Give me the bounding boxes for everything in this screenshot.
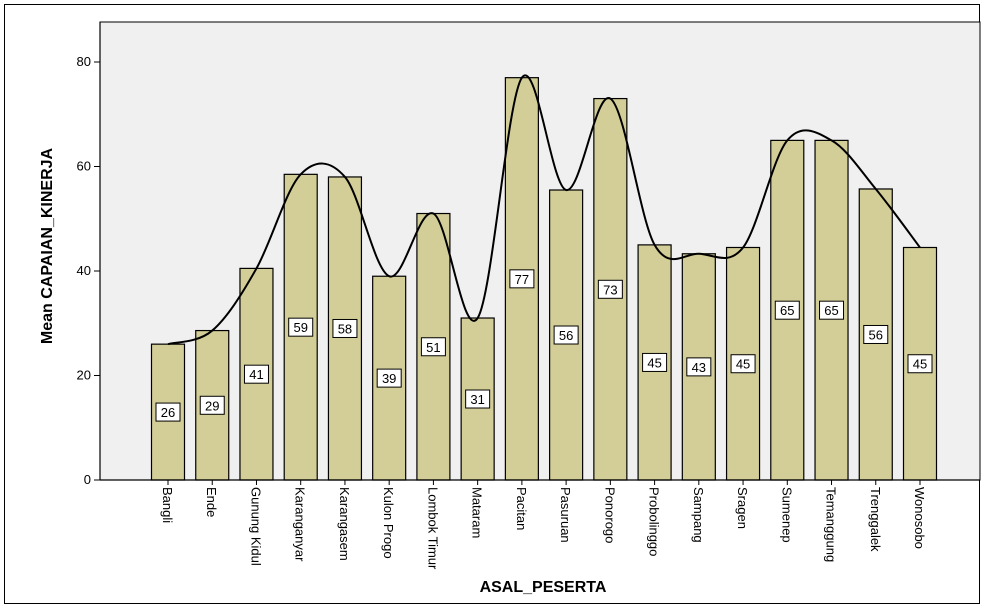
x-axis: Bangli Ende Gunung Kidul Karanganyar Karanga… — [100, 479, 980, 570]
data-label-box-trenggalek — [863, 324, 889, 344]
data-label-temanggung: 65 — [824, 303, 838, 318]
data-label-pasuruan: 56 — [559, 328, 573, 343]
data-label-probolinggo: 45 — [647, 355, 661, 370]
x-tick-label-sampang: Sampang — [691, 487, 706, 543]
x-tick-label-pasuruan: Pasuruan — [558, 487, 573, 543]
data-label-box-bangli — [155, 402, 181, 422]
x-tick-label-bangli: Bangli — [160, 487, 175, 523]
x-axis-title: ASAL_PESERTA — [480, 579, 607, 596]
y-tick-label-20: 20 — [77, 368, 91, 383]
data-label-box-sragen — [730, 354, 756, 374]
data-label-box-karanganyar — [288, 317, 314, 337]
smoothed-trend-line — [167, 74, 921, 346]
x-tick-label-probolinggo: Probolinggo — [647, 487, 662, 556]
data-label-sumenep: 65 — [780, 303, 794, 318]
x-tick-label-sumenep: Sumenep — [779, 487, 794, 543]
data-label-sampang: 43 — [692, 360, 706, 375]
x-tick-label-sragen: Sragen — [735, 487, 750, 529]
data-label-kulon-progo: 39 — [382, 371, 396, 386]
x-tick-label-ponorogo: Ponorogo — [602, 487, 617, 543]
data-label-box-kulon-progo — [376, 368, 402, 388]
x-tick-label-wonosobo: Wonosobo — [912, 487, 927, 549]
data-label-box-ponorogo — [597, 279, 623, 299]
data-labels-group: 26 29 41 59 58 39 51 31 77 56 73 45 43 45 65 65 56 45 — [155, 269, 933, 422]
x-tick-label-lombok-timur: Lombok Timur — [425, 487, 440, 570]
data-label-box-temanggung — [819, 300, 845, 320]
y-tick-label-60: 60 — [77, 159, 91, 174]
data-label-ende: 29 — [205, 398, 219, 413]
data-label-box-lombok-timur — [420, 337, 446, 357]
x-tick-label-karanganyar: Karanganyar — [293, 487, 308, 562]
data-label-box-gunung-kidul — [243, 364, 269, 384]
data-label-pacitan: 77 — [515, 272, 529, 287]
data-label-ponorogo: 73 — [603, 282, 617, 297]
data-label-box-pacitan — [509, 269, 535, 289]
x-tick-label-mataram: Mataram — [470, 487, 485, 538]
data-label-trenggalek: 56 — [869, 327, 883, 342]
x-tick-label-gunung-kidul: Gunung Kidul — [248, 487, 263, 566]
data-label-karangasem: 58 — [338, 321, 352, 336]
data-label-box-karangasem — [332, 318, 358, 338]
data-label-gunung-kidul: 41 — [249, 367, 263, 382]
data-label-box-pasuruan — [553, 325, 579, 345]
data-label-lombok-timur: 51 — [426, 340, 440, 355]
x-tick-label-karangasem: Karangasem — [337, 487, 352, 561]
data-label-wonosobo: 45 — [913, 357, 927, 372]
data-label-box-mataram — [465, 389, 491, 409]
data-label-box-sumenep — [774, 300, 800, 320]
data-label-box-ende — [199, 395, 225, 415]
x-tick-label-kulon-progo: Kulon Progo — [381, 487, 396, 559]
data-label-bangli: 26 — [161, 405, 175, 420]
y-axis-title: Mean CAPAIAN_KINERJA — [39, 147, 56, 344]
data-label-box-sampang — [686, 357, 712, 377]
y-tick-label-0: 0 — [84, 472, 91, 487]
data-label-box-wonosobo — [907, 354, 933, 374]
x-tick-label-ende: Ende — [204, 487, 219, 517]
y-tick-label-80: 80 — [77, 54, 91, 69]
x-tick-label-pacitan: Pacitan — [514, 487, 529, 530]
y-axis: 0 20 40 60 80 — [77, 22, 101, 487]
data-label-box-probolinggo — [642, 352, 668, 372]
y-tick-label-40: 40 — [77, 263, 91, 278]
x-tick-label-trenggalek: Trenggalek — [868, 487, 883, 552]
data-label-karanganyar: 59 — [293, 320, 307, 335]
x-tick-label-temanggung: Temanggung — [824, 487, 839, 562]
data-label-mataram: 31 — [470, 392, 484, 407]
data-label-sragen: 45 — [736, 357, 750, 372]
